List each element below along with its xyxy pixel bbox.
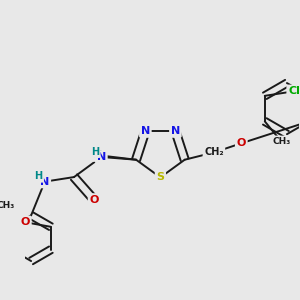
Text: H: H <box>34 171 43 181</box>
Text: N: N <box>141 126 150 136</box>
Text: N: N <box>97 152 106 162</box>
Text: O: O <box>21 217 30 227</box>
Text: H: H <box>91 146 99 157</box>
Text: N: N <box>171 126 180 136</box>
Text: N: N <box>40 177 50 187</box>
Text: CH₃: CH₃ <box>272 137 290 146</box>
Text: O: O <box>89 195 99 205</box>
Text: H: H <box>93 150 102 160</box>
Text: S: S <box>156 172 164 182</box>
Text: CH₃: CH₃ <box>0 201 14 210</box>
Text: O: O <box>237 138 246 148</box>
Text: CH₂: CH₂ <box>204 147 224 158</box>
Text: Cl: Cl <box>288 86 300 96</box>
